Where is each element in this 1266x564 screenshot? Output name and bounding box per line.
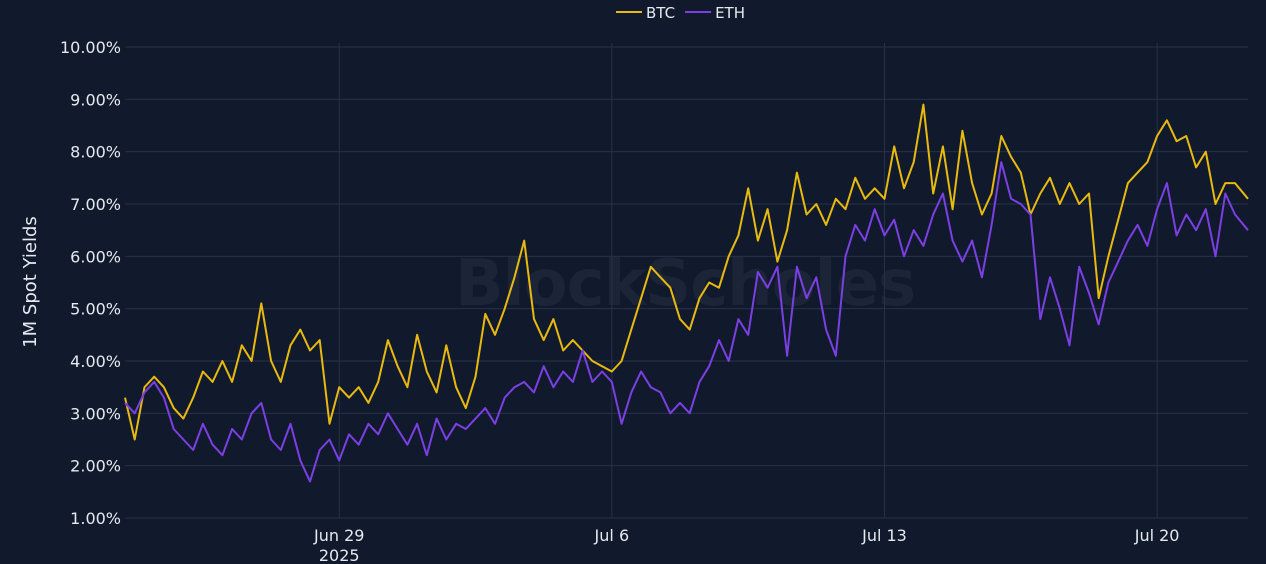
y-tick-label: 2.00% — [70, 457, 121, 476]
y-tick-label: 3.00% — [70, 404, 121, 423]
y-tick-label: 9.00% — [70, 90, 121, 109]
grid — [125, 43, 1248, 519]
y-tick-label: 6.00% — [70, 247, 121, 266]
y-tick-label: 7.00% — [70, 195, 121, 214]
x-tick-label: Jul 6 — [594, 526, 630, 545]
x-tick-sublabel: 2025 — [319, 546, 360, 564]
y-tick-label: 1.00% — [70, 509, 121, 528]
series-layer — [124, 103, 1249, 483]
series-line-btc — [124, 103, 1249, 441]
legend-label: ETH — [715, 4, 745, 22]
series-line-eth — [124, 161, 1249, 483]
legend-item-eth[interactable]: ETH — [685, 4, 745, 22]
legend-item-btc[interactable]: BTC — [616, 4, 675, 22]
legend-label: BTC — [646, 4, 675, 22]
x-tick-label: Jun 29 — [313, 526, 364, 545]
y-axis: 1.00% 2.00% 3.00% 4.00% 5.00% 6.00% 7.00% 8.00%… — [60, 38, 121, 528]
x-tick-label: Jul 13 — [861, 526, 907, 545]
y-tick-label: 5.00% — [70, 300, 121, 319]
y-axis-title: 1M Spot Yields — [20, 216, 41, 348]
x-tick-label: Jul 20 — [1134, 526, 1180, 545]
y-tick-label: 8.00% — [70, 143, 121, 162]
y-tick-label: 10.00% — [60, 38, 121, 57]
y-tick-label: 4.00% — [70, 352, 121, 371]
legend[interactable]: BTC ETH — [616, 4, 745, 22]
